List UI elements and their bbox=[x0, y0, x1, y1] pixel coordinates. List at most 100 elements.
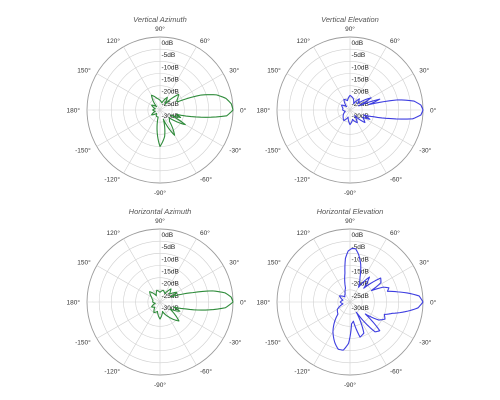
radial-tick-label: -5dB bbox=[352, 52, 366, 59]
angle-tick-label: -90° bbox=[154, 189, 166, 197]
radial-tick-label: 0dB bbox=[352, 232, 364, 239]
grid-spoke bbox=[159, 46, 197, 111]
radial-tick-label: 0dB bbox=[352, 40, 364, 47]
angle-tick-label: -60° bbox=[200, 368, 212, 376]
radial-tick-label: -30dB bbox=[162, 113, 179, 120]
angle-tick-label: 120° bbox=[297, 37, 311, 45]
radiation-pattern-trace bbox=[332, 247, 424, 351]
angle-tick-label: 150° bbox=[267, 258, 281, 266]
grid-spoke bbox=[349, 265, 414, 303]
radial-tick-label: -20dB bbox=[352, 281, 369, 288]
angle-tick-label: 90° bbox=[345, 25, 355, 33]
radiation-pattern-trace bbox=[150, 93, 234, 148]
radial-tick-label: -20dB bbox=[162, 89, 179, 96]
angle-tick-label: -60° bbox=[390, 176, 402, 184]
angle-tick-label: 0° bbox=[430, 106, 437, 114]
grid-spoke bbox=[159, 265, 224, 303]
grid-spoke bbox=[123, 109, 161, 174]
radial-tick-label: -30dB bbox=[352, 305, 369, 312]
grid-spoke bbox=[123, 301, 161, 366]
grid-spoke bbox=[286, 301, 351, 339]
polar-chart-1: Vertical Azimuth 0° 30° 60° 90° 120° 150° 180° -… bbox=[67, 15, 247, 197]
radial-tick-label: -25dB bbox=[162, 101, 179, 108]
grid-spoke bbox=[313, 109, 351, 174]
angle-tick-label: 30° bbox=[229, 66, 239, 74]
angle-tick-label: -120° bbox=[294, 176, 310, 184]
angle-tick-label: -90° bbox=[344, 381, 356, 389]
radial-tick-label: -25dB bbox=[352, 293, 369, 300]
radial-tick-label: -25dB bbox=[352, 101, 369, 108]
angle-tick-label: 120° bbox=[107, 229, 121, 237]
grid-spoke bbox=[159, 109, 197, 174]
radial-tick-label: -20dB bbox=[162, 281, 179, 288]
angle-tick-label: 180° bbox=[67, 106, 81, 114]
radial-tick-label: -15dB bbox=[162, 269, 179, 276]
radial-tick-label: -25dB bbox=[162, 293, 179, 300]
grid-spoke bbox=[123, 46, 161, 111]
grid-spoke bbox=[286, 73, 351, 111]
angle-tick-label: -30° bbox=[229, 146, 241, 154]
grid-spoke bbox=[96, 301, 161, 339]
angle-tick-label: 90° bbox=[155, 25, 165, 33]
grid-spoke bbox=[159, 301, 197, 366]
chart-title: Vertical Elevation bbox=[321, 15, 379, 24]
radial-tick-label: -5dB bbox=[352, 244, 366, 251]
radial-tick-label: 0dB bbox=[162, 40, 174, 47]
polar-chart-3: Horizontal Azimuth 0° 30° 60° 90° 120° 150° 180… bbox=[67, 207, 247, 389]
angle-tick-label: 90° bbox=[155, 217, 165, 225]
angle-tick-label: -90° bbox=[344, 189, 356, 197]
angle-tick-label: 150° bbox=[77, 258, 91, 266]
angle-tick-label: 30° bbox=[419, 66, 429, 74]
angle-tick-label: 90° bbox=[345, 217, 355, 225]
grid-spoke bbox=[313, 301, 351, 366]
radial-tick-label: -10dB bbox=[162, 256, 179, 263]
angle-tick-label: 30° bbox=[229, 258, 239, 266]
grid-spoke bbox=[313, 238, 351, 303]
angle-tick-label: 150° bbox=[267, 66, 281, 74]
angle-tick-label: -120° bbox=[104, 176, 120, 184]
grid-spoke bbox=[96, 265, 161, 303]
grid-spoke bbox=[349, 109, 414, 147]
radiation-pattern-trace bbox=[149, 288, 234, 322]
angle-tick-label: -150° bbox=[265, 146, 281, 154]
angle-tick-label: 0° bbox=[240, 106, 247, 114]
grid-spoke bbox=[349, 238, 387, 303]
angle-tick-label: 120° bbox=[297, 229, 311, 237]
radial-tick-label: -10dB bbox=[352, 64, 369, 71]
grid-spoke bbox=[123, 238, 161, 303]
angle-tick-label: 30° bbox=[419, 258, 429, 266]
angle-tick-label: 150° bbox=[77, 66, 91, 74]
radial-tick-label: -15dB bbox=[352, 77, 369, 84]
angle-tick-label: 0° bbox=[240, 298, 247, 306]
polar-chart-4: Horizontal Elevation 0° 30° 60° 90° 120° 150° 1… bbox=[257, 207, 437, 389]
polar-chart-2: Vertical Elevation 0° 30° 60° 90° 120° 150° 180… bbox=[257, 15, 437, 197]
grid-spoke bbox=[159, 301, 224, 339]
angle-tick-label: -30° bbox=[229, 338, 241, 346]
chart-title: Horizontal Elevation bbox=[317, 207, 384, 216]
angle-tick-label: -120° bbox=[104, 368, 120, 376]
radial-tick-label: -5dB bbox=[162, 244, 176, 251]
radial-tick-label: -5dB bbox=[162, 52, 176, 59]
radiation-pattern-trace bbox=[341, 94, 424, 126]
angle-tick-label: 60° bbox=[390, 229, 400, 237]
grid-spoke bbox=[286, 265, 351, 303]
angle-tick-label: 60° bbox=[200, 229, 210, 237]
angle-tick-label: -120° bbox=[294, 368, 310, 376]
grid-spoke bbox=[96, 109, 161, 147]
radial-tick-label: -30dB bbox=[352, 113, 369, 120]
angle-tick-label: -30° bbox=[419, 146, 431, 154]
angle-tick-label: 60° bbox=[390, 37, 400, 45]
chart-title: Horizontal Azimuth bbox=[129, 207, 192, 216]
radial-tick-label: -15dB bbox=[162, 77, 179, 84]
grid-spoke bbox=[159, 238, 197, 303]
angle-tick-label: 120° bbox=[107, 37, 121, 45]
radial-tick-label: -20dB bbox=[352, 89, 369, 96]
radial-tick-label: 0dB bbox=[162, 232, 174, 239]
angle-tick-label: 180° bbox=[67, 298, 81, 306]
angle-tick-label: -150° bbox=[75, 338, 91, 346]
angle-tick-label: -90° bbox=[154, 381, 166, 389]
grid-spoke bbox=[159, 73, 224, 111]
angle-tick-label: 180° bbox=[257, 298, 271, 306]
angle-tick-label: -150° bbox=[265, 338, 281, 346]
